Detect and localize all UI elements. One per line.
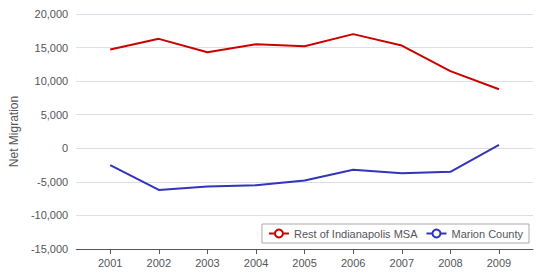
svg-text:2004: 2004 [244, 257, 268, 269]
svg-text:-10,000: -10,000 [31, 209, 68, 221]
svg-text:Marion County: Marion County [451, 228, 523, 240]
svg-text:20,000: 20,000 [35, 8, 69, 20]
svg-text:2006: 2006 [341, 257, 365, 269]
svg-text:5,000: 5,000 [41, 109, 69, 121]
svg-text:2009: 2009 [487, 257, 511, 269]
svg-text:-5,000: -5,000 [37, 176, 68, 188]
svg-text:2002: 2002 [147, 257, 171, 269]
svg-text:10,000: 10,000 [35, 75, 69, 87]
svg-text:2001: 2001 [98, 257, 122, 269]
svg-text:2007: 2007 [390, 257, 414, 269]
svg-text:0: 0 [62, 142, 68, 154]
svg-text:Net Migration: Net Migration [7, 96, 21, 167]
svg-text:2005: 2005 [292, 257, 316, 269]
svg-text:2003: 2003 [195, 257, 219, 269]
svg-text:-15,000: -15,000 [31, 243, 68, 255]
svg-text:2008: 2008 [438, 257, 462, 269]
svg-text:Rest of Indianapolis MSA: Rest of Indianapolis MSA [294, 228, 418, 240]
svg-text:15,000: 15,000 [35, 42, 69, 54]
